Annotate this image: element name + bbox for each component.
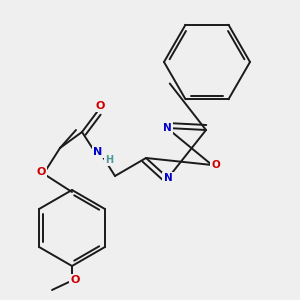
Text: N: N [163, 123, 171, 133]
Text: H: H [105, 155, 113, 165]
Text: O: O [36, 167, 46, 177]
Text: O: O [95, 101, 105, 111]
Text: N: N [93, 147, 103, 157]
Text: N: N [164, 173, 172, 183]
Text: O: O [212, 160, 220, 170]
Text: O: O [70, 275, 80, 285]
